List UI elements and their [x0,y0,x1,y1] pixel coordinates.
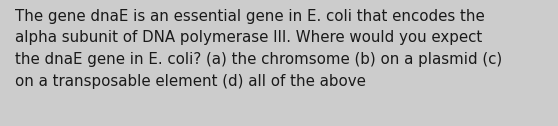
Text: The gene dnaE is an essential gene in E. coli that encodes the
alpha subunit of : The gene dnaE is an essential gene in E.… [15,9,502,89]
